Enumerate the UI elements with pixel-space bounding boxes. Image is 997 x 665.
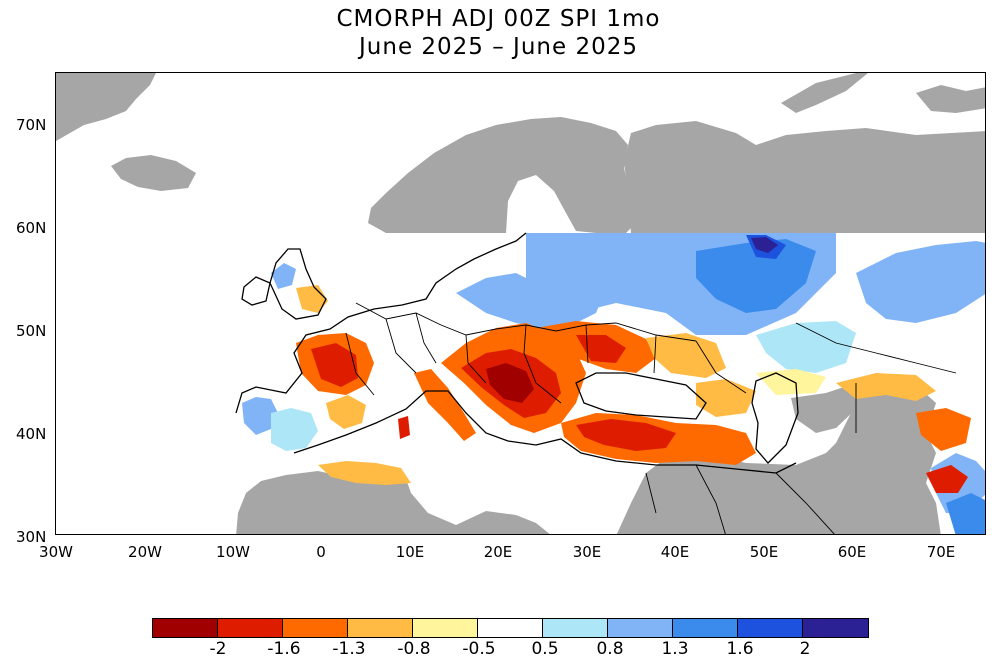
greenland-region: [56, 73, 156, 141]
caspian-coastline: [751, 372, 799, 464]
lon-label-20w: 20W: [128, 543, 162, 561]
spi-map: [56, 73, 985, 534]
legend-label: -1.3: [332, 639, 366, 659]
volga-dry-field: [756, 369, 826, 395]
kazakhstan-wet-field: [756, 321, 856, 373]
legend-label: 0.5: [531, 639, 559, 659]
russia-extreme-wet-field: [751, 237, 778, 253]
middle-east-region: [616, 385, 941, 534]
spain-dry-field: [326, 395, 366, 429]
novaya-zemlya-region: [781, 73, 868, 113]
lon-label-60e: 60E: [837, 543, 867, 561]
lon-label-10e: 10E: [395, 543, 425, 561]
iberia-wet-field: [242, 397, 278, 435]
legend-label: -1.6: [267, 639, 301, 659]
legend-swatch: [218, 619, 283, 637]
north-russia-region: [624, 121, 985, 233]
france-severe-dry-field: [311, 343, 358, 387]
north-africa-region: [236, 471, 550, 534]
balkans-extreme-dry-field: [486, 363, 534, 403]
color-legend: [152, 618, 869, 638]
lon-label-0: 0: [316, 543, 326, 561]
legend-swatch: [673, 619, 738, 637]
legend-label: 1.6: [726, 639, 754, 659]
ural-wet-field: [856, 241, 985, 323]
lon-label-30w: 30W: [39, 543, 73, 561]
legend-swatch: [413, 619, 478, 637]
legend-label: -0.8: [397, 639, 431, 659]
legend-label: 0.8: [596, 639, 624, 659]
iceland-region: [111, 155, 196, 191]
uk-dry-field: [296, 285, 328, 313]
black-sea-coastline: [575, 372, 707, 420]
ukraine-severe-dry-field: [576, 335, 626, 363]
legend-swatch: [608, 619, 673, 637]
baltic-poland-wet-field: [456, 273, 606, 329]
europe-coastline: [235, 232, 527, 414]
lon-label-50e: 50E: [749, 543, 779, 561]
iberia-pale-wet-field: [271, 408, 318, 451]
map-panel: [55, 72, 986, 535]
iran-dry-field: [916, 408, 971, 451]
legend-label: -0.5: [462, 639, 496, 659]
legend-swatch: [803, 619, 868, 637]
britain-wet-field: [271, 263, 296, 289]
south-russia-dry-field: [646, 333, 726, 378]
lat-label-50n: 50N: [16, 322, 47, 340]
lon-label-20e: 20E: [483, 543, 513, 561]
lon-label-70e: 70E: [926, 543, 956, 561]
legend-label: 2: [799, 639, 811, 659]
caucasus-dry-field: [696, 379, 756, 417]
map-subtitle: June 2025 – June 2025: [359, 34, 638, 60]
legend-swatch: [738, 619, 803, 637]
lon-label-30e: 30E: [572, 543, 602, 561]
lat-label-30n: 30N: [16, 528, 47, 546]
lon-label-40e: 40E: [660, 543, 690, 561]
country-borders: [345, 302, 957, 534]
legend-label: -2: [209, 639, 227, 659]
sardinia-dry-field: [398, 416, 410, 439]
lat-label-60n: 60N: [16, 219, 47, 237]
lat-label-40n: 40N: [16, 425, 47, 443]
ireland-coastline: [241, 276, 271, 306]
lon-label-10w: 10W: [216, 543, 250, 561]
italy-dry-field: [414, 369, 476, 441]
russia-strong-wet-field: [696, 239, 816, 313]
iran-severe-dry-field: [926, 465, 968, 493]
legend-swatch: [283, 619, 348, 637]
map-title: CMORPH ADJ 00Z SPI 1mo: [336, 6, 661, 32]
legend-label: 1.3: [661, 639, 689, 659]
britain-coastline: [269, 248, 327, 320]
legend-swatch: [478, 619, 543, 637]
scandinavia-region: [368, 117, 641, 233]
arctic-island-region: [916, 85, 985, 113]
lat-label-70n: 70N: [16, 116, 47, 134]
iran-wet-field: [946, 493, 985, 534]
north-africa-dry-field: [318, 461, 411, 485]
legend-swatch: [543, 619, 608, 637]
turkey-severe-dry-field: [576, 419, 676, 451]
legend-swatch: [153, 619, 218, 637]
kazakh-dry-field: [836, 373, 936, 401]
legend-swatch: [348, 619, 413, 637]
